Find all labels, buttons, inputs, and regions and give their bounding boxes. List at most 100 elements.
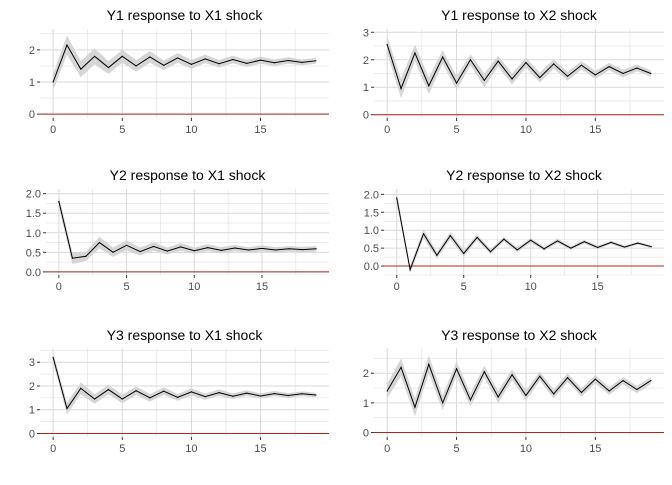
data-point [623,246,626,248]
irf-panel-5: 0 5 10 15 0 1 2 3 Y3 response to X1 shock [29,327,329,455]
data-point [580,391,583,394]
x-tick-label: 0 [384,443,390,455]
x-tick-label: 5 [461,281,467,293]
panel-background [384,189,664,275]
panel-background [40,29,329,118]
panel-title: Y2 response to X2 shock [446,167,603,183]
panel-title: Y3 response to X2 shock [441,327,598,343]
data-point [525,61,527,64]
data-point [135,65,137,67]
data-point [207,247,209,249]
y-tick-label: 3 [363,27,369,39]
data-point [511,374,513,376]
data-point [98,241,101,244]
data-point [273,62,275,64]
data-point [218,392,220,394]
data-point [190,391,193,393]
data-point [52,356,54,359]
confidence-band [387,36,651,99]
data-point [247,249,250,251]
data-point [107,66,110,69]
x-tick-label: 0 [394,281,400,293]
y-tick-label: 0.5 [26,247,41,259]
y-tick-label: 1.5 [364,207,379,219]
data-point [66,407,68,410]
x-tick-label: 15 [589,443,601,455]
data-point [414,406,416,408]
data-point [176,57,179,59]
data-point [288,248,290,250]
data-point [274,249,277,251]
data-point [650,72,652,75]
data-point [636,388,638,391]
data-point [58,200,60,203]
response-line [52,43,316,83]
x-tick-label: 15 [592,281,604,293]
y-tick-label: 1 [363,398,369,410]
x-tick-label: 10 [188,281,200,293]
data-point [455,82,458,84]
response-line [58,201,317,259]
data-point [570,247,572,249]
data-point [543,248,545,250]
response-line [396,197,652,272]
data-point [436,254,438,256]
x-tick-label: 5 [119,443,125,455]
data-point [497,60,499,62]
x-tick-label: 5 [453,124,459,136]
data-point [125,244,128,246]
x-tick-label: 15 [256,281,268,293]
data-point [428,85,430,87]
data-point [204,396,206,398]
y-tick-label: 1.0 [26,228,41,240]
y-tick-label: 1 [363,82,369,94]
y-tick-label: 0.0 [26,267,41,279]
x-tick-label: 15 [254,124,266,136]
data-point [259,59,262,61]
data-point [107,388,110,391]
data-point [386,390,388,392]
data-point [218,63,220,65]
data-point [246,392,248,394]
data-point [483,371,485,373]
data-point [232,58,234,61]
data-point [80,387,82,389]
y-tick-label: 2 [29,45,35,57]
irf-panel-6: 0 5 10 15 0 1 2 Y3 response to X2 shock [363,327,664,455]
data-point [190,63,193,65]
data-point [234,247,236,249]
data-point [315,60,317,62]
data-point [539,375,541,377]
panel-title: Y1 response to X1 shock [107,7,264,23]
data-point [637,242,639,244]
data-point [409,269,411,271]
y-tick-label: 2 [363,55,369,67]
irf-panel-3: 0 5 10 15 0.0 0.5 1.0 1.5 2.0 Y2 response to X1 s… [26,167,329,293]
data-point [463,252,465,255]
data-point [163,390,165,392]
x-tick-label: 10 [185,443,197,455]
response-line [386,362,652,409]
data-point [636,67,638,69]
data-point [52,81,54,83]
data-point [489,251,492,253]
data-point [539,77,541,79]
data-point [483,79,485,81]
data-point [449,234,451,237]
data-point [400,366,402,368]
data-point [163,64,165,66]
data-point [94,55,96,57]
data-point [583,241,585,243]
y-tick-label: 0 [29,109,35,121]
data-point [530,239,532,241]
panel-title: Y1 response to X2 shock [441,7,598,23]
data-point [85,255,87,257]
data-point [193,250,195,252]
data-point [273,392,275,395]
y-tick-label: 0.5 [364,243,379,255]
x-tick-label: 5 [453,443,459,455]
data-point [112,251,114,253]
data-point [220,249,222,251]
data-point [259,395,262,397]
